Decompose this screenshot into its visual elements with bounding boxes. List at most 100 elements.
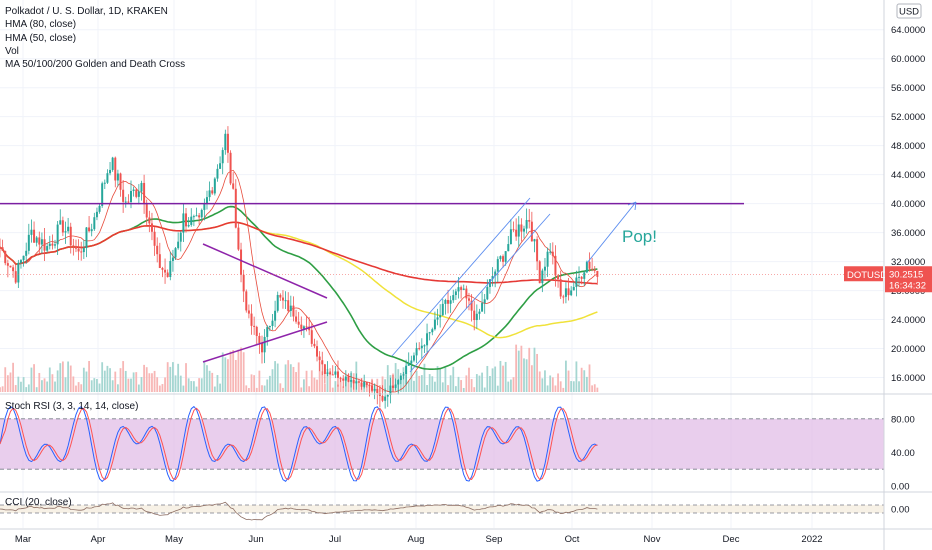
- candle-body: [98, 205, 101, 212]
- candle-body: [305, 326, 308, 328]
- arrow-head: [627, 201, 637, 211]
- volume-bar: [56, 370, 59, 392]
- candle-body: [48, 243, 51, 247]
- candle-body: [69, 226, 72, 246]
- candle-body: [517, 224, 520, 237]
- candle-body: [318, 356, 321, 361]
- volume-bar: [54, 381, 56, 392]
- candle-body: [33, 229, 36, 243]
- candle-body: [394, 384, 397, 388]
- candle-body: [174, 248, 177, 258]
- volume-bar: [431, 376, 434, 392]
- stoch-rsi-pane[interactable]: [0, 405, 884, 483]
- candle-body: [326, 372, 329, 375]
- candle-body: [321, 360, 324, 365]
- volume-bar: [211, 372, 214, 392]
- candle-body: [4, 250, 7, 264]
- candle-body: [572, 286, 575, 291]
- candle-body: [143, 182, 146, 204]
- volume-bar: [266, 379, 269, 392]
- volume-bar: [158, 385, 161, 392]
- volume-bar: [20, 381, 22, 392]
- candle-body: [399, 375, 402, 381]
- candle-body: [585, 261, 588, 273]
- candle-body: [203, 203, 206, 210]
- cci-pane[interactable]: [0, 501, 884, 521]
- stoch-rsi-label[interactable]: Stoch RSI (3, 3, 14, 14, close): [5, 401, 139, 412]
- volume-bar: [263, 385, 266, 392]
- candle-body: [103, 182, 106, 184]
- volume-bar: [119, 368, 122, 392]
- candle-body: [77, 248, 80, 252]
- candle-body: [59, 220, 62, 225]
- volume-bar: [358, 385, 360, 392]
- candle-body: [1, 247, 4, 251]
- volume-bar: [483, 387, 486, 392]
- volume-bar: [326, 368, 329, 392]
- volume-bar: [297, 362, 300, 392]
- volume-bar: [284, 364, 287, 392]
- volume-bar: [132, 372, 135, 392]
- volume-bar: [426, 385, 428, 392]
- volume-bar: [253, 375, 256, 392]
- candle-body: [407, 363, 410, 366]
- candle-body: [6, 263, 9, 266]
- candle-body: [564, 288, 567, 297]
- y-tick-label: 36.0000: [891, 228, 925, 239]
- legend-hma50[interactable]: HMA (50, close): [5, 32, 77, 44]
- stoch-k-line: [0, 405, 598, 483]
- candle-body: [179, 232, 182, 242]
- candle-body: [339, 377, 342, 379]
- legend-title[interactable]: Polkadot / U. S. Dollar, 1D, KRAKEN: [5, 6, 168, 17]
- cci-label[interactable]: CCI (20, close): [5, 497, 72, 508]
- volume-bar: [562, 387, 565, 392]
- legend-hma80[interactable]: HMA (80, close): [5, 19, 77, 31]
- volume-bar: [439, 368, 442, 392]
- cci-line: [0, 501, 598, 521]
- candle-body: [135, 189, 138, 197]
- candle-body: [447, 299, 450, 304]
- volume-bar: [292, 366, 295, 392]
- candlesticks[interactable]: [0, 126, 599, 409]
- volume-bar: [583, 370, 586, 392]
- candle-body: [405, 365, 408, 375]
- volume-bar: [198, 378, 201, 392]
- volume-bar: [151, 373, 153, 392]
- legend-vol[interactable]: Vol: [5, 45, 19, 57]
- volume-bar: [103, 370, 106, 392]
- volume-bar: [82, 367, 85, 392]
- volume-bar: [12, 362, 14, 392]
- candle-body: [302, 326, 305, 329]
- volume-bar: [512, 377, 515, 392]
- volume-bar: [148, 373, 151, 392]
- volume-bar: [234, 359, 237, 392]
- volume-bar: [124, 370, 127, 392]
- volume-bar: [185, 363, 187, 392]
- x-tick-label: Oct: [565, 534, 580, 545]
- volume-bar: [502, 365, 504, 392]
- annotation-pop[interactable]: Pop!: [622, 227, 657, 246]
- volume-bar: [444, 367, 447, 392]
- candle-body: [546, 251, 549, 267]
- candle-body: [30, 229, 33, 235]
- volume-bar: [410, 366, 413, 392]
- candle-body: [433, 319, 436, 330]
- volume-bar: [135, 372, 138, 392]
- moving-averages: [0, 169, 598, 393]
- volume-bar: [515, 344, 518, 392]
- candle-body: [368, 385, 371, 387]
- candle-body: [371, 385, 374, 391]
- volume-bar: [164, 377, 166, 392]
- volume-bar: [520, 345, 523, 392]
- legend-ma-cross[interactable]: MA 50/100/200 Golden and Death Cross: [5, 59, 186, 71]
- volume-bar: [578, 381, 580, 392]
- volume-bar: [43, 378, 46, 392]
- volume-bar: [88, 360, 90, 392]
- volume-bar: [572, 381, 575, 392]
- drawing-tools[interactable]: [0, 197, 884, 373]
- volume-bar: [166, 362, 169, 392]
- candle-body: [148, 217, 151, 224]
- candle-body: [192, 216, 195, 218]
- volume-bar: [394, 363, 397, 392]
